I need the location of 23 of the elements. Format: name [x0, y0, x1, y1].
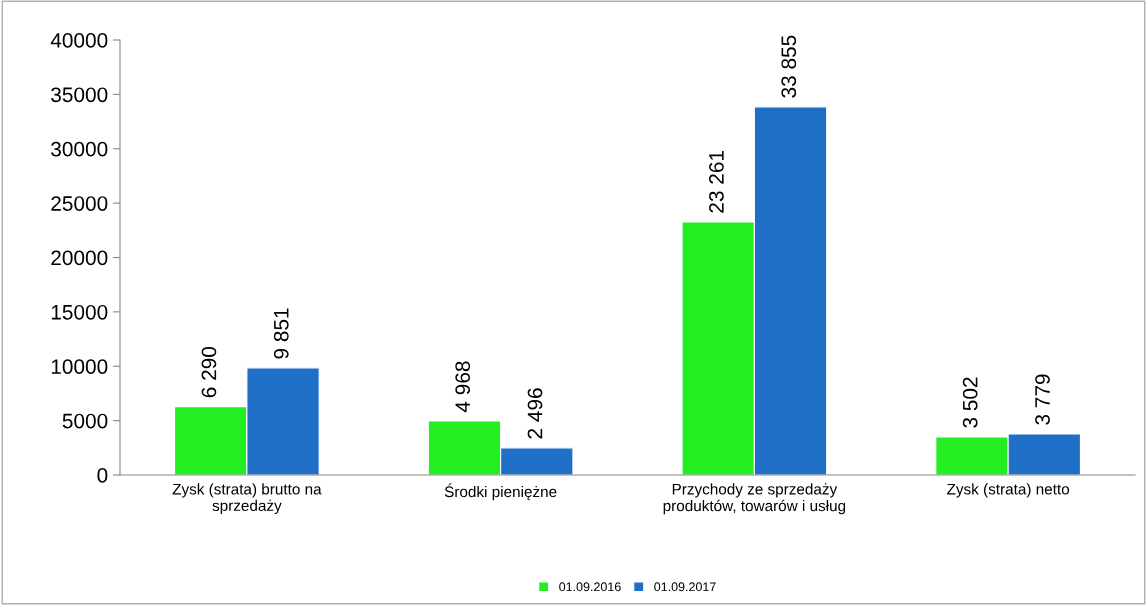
x-tick-label: Zysk (strata) netto	[947, 483, 1070, 498]
data-label: 2 496	[527, 388, 543, 439]
y-tick-label: 5000	[62, 413, 108, 429]
y-tick-label: 30000	[51, 141, 108, 157]
legend-label: 01.09.2017	[654, 582, 716, 592]
data-label: 3 502	[962, 377, 978, 428]
y-tick-label: 40000	[50, 33, 108, 48]
y-tick-label: 25000	[51, 196, 108, 211]
data-label: 9 851	[273, 308, 289, 359]
x-tick-label: Zysk (strata) brutto na sprzedaży	[172, 483, 322, 515]
x-tick-label: Środki pieniężne	[444, 483, 557, 501]
y-tick-label: 0	[97, 468, 108, 483]
y-tick-label: 10000	[51, 359, 108, 374]
data-label: 4 968	[455, 361, 471, 413]
y-tick-label: 20000	[51, 250, 108, 266]
legend-label: 01.09.2016	[559, 582, 621, 592]
data-label: 6 290	[201, 346, 217, 398]
data-label: 3 779	[1035, 374, 1050, 425]
y-tick-label: 15000	[51, 304, 108, 320]
x-tick-label: Przychody ze sprzedaży produktów, towarów i usług	[663, 483, 846, 515]
data-label: 23 261	[709, 151, 724, 213]
data-label: 33 855	[781, 35, 797, 98]
y-tick-label: 35000	[51, 87, 108, 103]
